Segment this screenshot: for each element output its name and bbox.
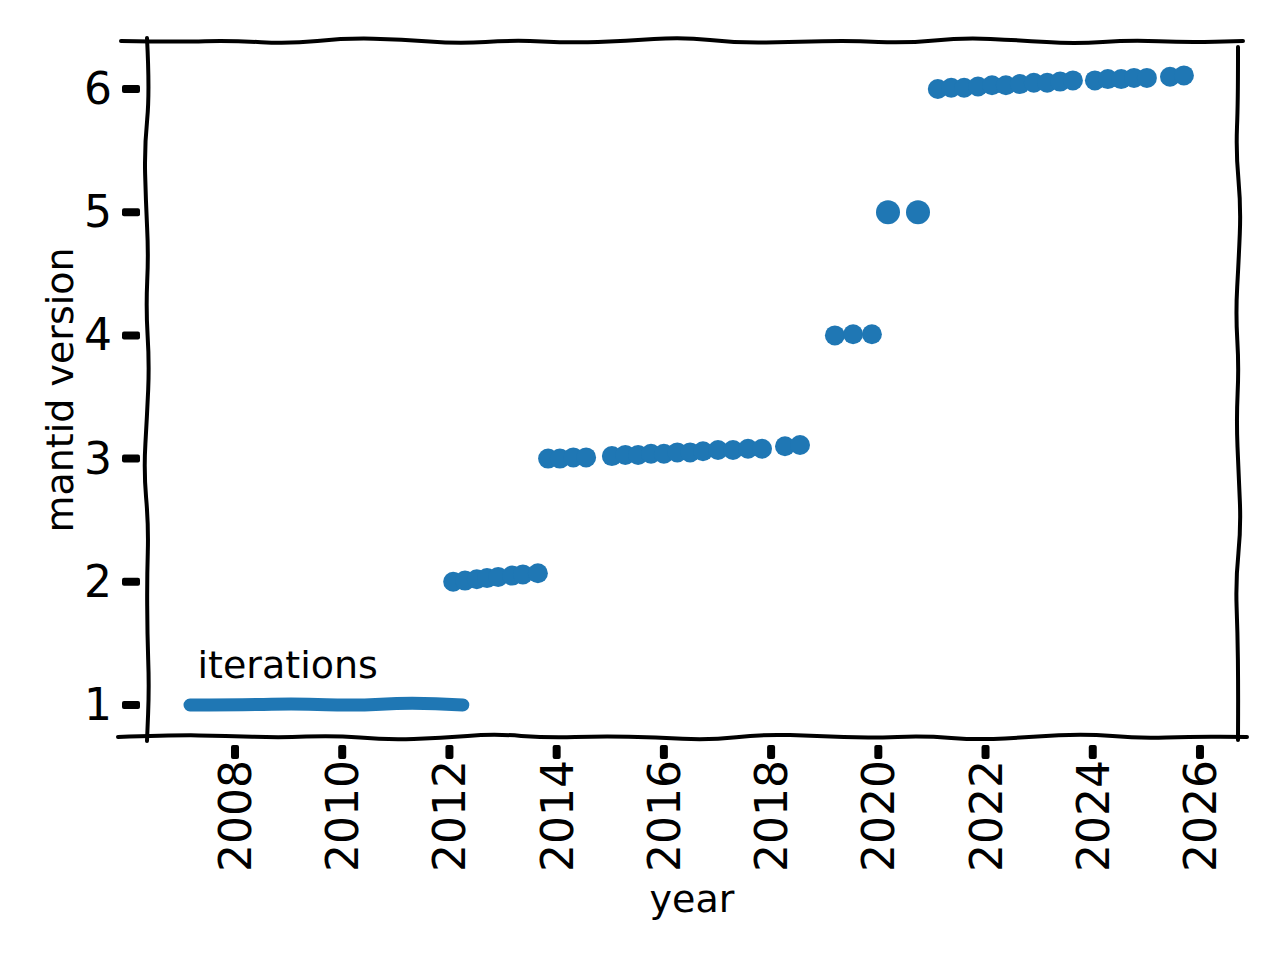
x-axis-label: year xyxy=(650,877,735,921)
data-point xyxy=(1063,70,1083,90)
y-tick-label: 3 xyxy=(84,433,112,484)
x-tick-label: 2010 xyxy=(317,760,368,872)
right-axis-spine xyxy=(1236,47,1240,740)
data-point xyxy=(876,200,900,224)
y-tick-mark xyxy=(122,578,140,586)
x-tick-label: 2008 xyxy=(210,760,261,872)
x-tick-label: 2020 xyxy=(853,760,904,872)
data-point xyxy=(843,324,863,344)
chart-figure: 1 2 3 4 5 6 2008 2010 2012 2014 2016 2018 2020 2022 20… xyxy=(0,0,1280,960)
y-tick-label: 2 xyxy=(84,556,112,607)
x-tick-mark xyxy=(874,745,882,759)
y-axis-label: mantid version xyxy=(38,247,82,532)
data-series xyxy=(190,65,1194,705)
data-point xyxy=(790,435,810,455)
x-tick-label: 2014 xyxy=(532,760,583,872)
data-point xyxy=(862,324,882,344)
data-point xyxy=(1174,65,1194,85)
top-axis-spine xyxy=(121,38,1243,43)
y-tick-mark xyxy=(122,455,140,463)
x-tick-mark xyxy=(982,745,990,759)
x-tick-mark xyxy=(1089,745,1097,759)
x-tick-mark xyxy=(1196,745,1204,759)
annotation-iterations: iterations xyxy=(198,643,378,687)
x-tick-mark xyxy=(338,745,346,759)
y-tick-mark xyxy=(122,85,140,93)
data-point xyxy=(528,563,548,583)
x-tick-mark xyxy=(445,745,453,759)
x-tick-mark xyxy=(660,745,668,759)
y-tick-mark xyxy=(122,331,140,339)
data-point xyxy=(752,439,772,459)
y-tick-label: 6 xyxy=(84,63,112,114)
tick-labels: 1 2 3 4 5 6 2008 2010 2012 2014 2016 2018 2020 2022 20… xyxy=(84,63,1226,872)
mantid-version-scatter-chart: 1 2 3 4 5 6 2008 2010 2012 2014 2016 2018 2020 2022 20… xyxy=(0,0,1280,960)
x-tick-mark xyxy=(767,745,775,759)
data-point xyxy=(825,325,845,345)
axes xyxy=(118,38,1247,741)
x-tick-label: 2026 xyxy=(1175,760,1226,872)
x-tick-mark xyxy=(231,745,239,759)
y-tick-mark xyxy=(122,208,140,216)
y-tick-label: 1 xyxy=(84,679,112,730)
data-point xyxy=(1137,68,1157,88)
data-point xyxy=(576,447,596,467)
y-tick-mark xyxy=(122,701,140,709)
x-tick-label: 2016 xyxy=(639,760,690,872)
x-tick-label: 2024 xyxy=(1068,760,1119,872)
x-tick-mark xyxy=(553,745,561,759)
x-tick-label: 2012 xyxy=(424,760,475,872)
x-tick-label: 2018 xyxy=(746,760,797,872)
bottom-axis-spine xyxy=(118,735,1247,740)
y-tick-label: 4 xyxy=(84,309,112,360)
left-axis-spine xyxy=(145,38,149,741)
x-tick-label: 2022 xyxy=(961,760,1012,872)
iterations-line-line xyxy=(190,703,463,705)
y-tick-label: 5 xyxy=(84,186,112,237)
data-point xyxy=(906,200,930,224)
